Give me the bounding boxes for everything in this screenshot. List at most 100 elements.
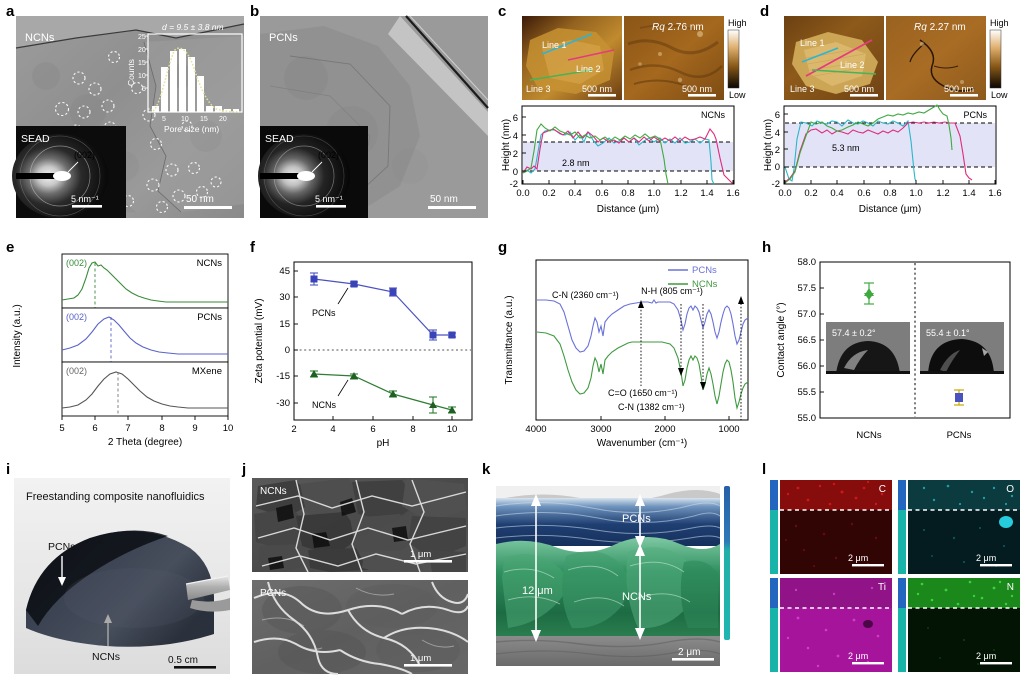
ftir-trace-ncns bbox=[536, 331, 749, 411]
svg-text:15: 15 bbox=[138, 60, 146, 67]
panel-c-ylabel: Height (nm) bbox=[501, 119, 512, 171]
svg-text:1.6: 1.6 bbox=[726, 188, 739, 199]
panel-h-contact-angle-chart: 57.4 ± 0.2° 55.4 ± 0.1° bbox=[776, 257, 1011, 441]
eds-map-ti: Ti 2 μm bbox=[770, 578, 892, 672]
xrd-plane-ncns: (002) bbox=[66, 258, 87, 268]
panel-c-xlabel: Distance (μm) bbox=[597, 204, 659, 215]
histogram-ylabel: Counts bbox=[126, 59, 136, 86]
xrd-plane-mxene: (002) bbox=[66, 366, 87, 376]
svg-text:6: 6 bbox=[370, 424, 375, 435]
svg-text:4: 4 bbox=[775, 128, 780, 139]
svg-text:0: 0 bbox=[285, 345, 290, 356]
ftir-ann-cn2360: C-N (2360 cm⁻¹) bbox=[552, 290, 619, 300]
panel-d: Line 1 Line 2 Line 3 500 nm Rq 2.27 nm 5… bbox=[762, 14, 1020, 220]
contact-angle-photo-ncns: 57.4 ± 0.2° bbox=[826, 322, 910, 374]
panel-h-ylabel: Contact angle (°) bbox=[776, 302, 787, 377]
panel-k-cross-section: 12 μm PCNs NCNs 2 μm bbox=[488, 478, 736, 674]
ftir-trace-pcns bbox=[537, 299, 749, 353]
svg-text:5: 5 bbox=[142, 86, 146, 93]
panel-j-scalebar-top: 1 μm bbox=[410, 549, 431, 560]
panel-f: PCNs NCNs 45 30 15 0 -15 -30 2 4 6 8 10 bbox=[250, 248, 490, 449]
svg-text:0.4: 0.4 bbox=[568, 188, 581, 199]
eds-side-bar-c-bottom bbox=[770, 510, 778, 574]
panel-label-k: k bbox=[482, 461, 491, 478]
height-profile-plot-d: -2 0 2 4 6 0.0 0.2 0.4 0.6 0.8 1.0 bbox=[763, 104, 1002, 215]
svg-text:2: 2 bbox=[291, 424, 296, 435]
svg-text:10: 10 bbox=[223, 423, 234, 434]
svg-text:0.6: 0.6 bbox=[857, 188, 870, 199]
panel-f-xlabel: pH bbox=[377, 438, 390, 449]
panel-d-sample-label: PCNs bbox=[963, 110, 987, 120]
panel-e-xrd-chart: (002) NCNs (002) PCNs (002) MXene bbox=[12, 253, 234, 448]
line2-marker-c bbox=[567, 49, 615, 61]
svg-text:15: 15 bbox=[279, 319, 290, 330]
panel-a-sample-label: NCNs bbox=[25, 32, 55, 44]
panel-d-ylabel: Height (nm) bbox=[763, 119, 774, 171]
panel-g-ylabel: Transmittance (a.u.) bbox=[504, 295, 515, 384]
svg-text:4: 4 bbox=[513, 131, 518, 142]
ftir-ann-nh805: N-H (805 cm⁻¹) bbox=[641, 286, 703, 296]
profile-line3-d bbox=[784, 104, 953, 184]
eds-side-bar-n-top bbox=[898, 578, 906, 608]
ftir-legend-pcns: PCNs bbox=[692, 265, 717, 276]
contact-angle-point-ncns bbox=[864, 282, 874, 305]
panel-k-thickness: 12 μm bbox=[522, 585, 553, 597]
panel-g: PCNs NCNs C-N (2360 cm⁻¹) C=O (1650 cm⁻¹… bbox=[500, 248, 756, 449]
svg-text:1.0: 1.0 bbox=[909, 188, 922, 199]
panel-j: NCNs 1 μm bbox=[252, 478, 469, 675]
svg-text:45: 45 bbox=[279, 266, 290, 277]
panel-i-photo: Freestanding composite nanofluidics PCNs… bbox=[14, 478, 230, 674]
panel-label-a: a bbox=[6, 3, 15, 20]
panel-k-label-pcns: PCNs bbox=[622, 513, 651, 525]
panel-h-cat-ncns: NCNs bbox=[856, 430, 882, 441]
afm-height-image-d: Line 1 Line 2 Line 3 500 nm bbox=[784, 16, 884, 100]
eds-map-c: C 2 μm bbox=[770, 480, 892, 574]
afm-phase-image-c: Rq 2.76 nm 500 nm bbox=[624, 16, 724, 100]
panel-i-label-pcns: PCNs bbox=[48, 541, 75, 553]
svg-text:55.5: 55.5 bbox=[798, 387, 817, 398]
saed-scalebar-label-b: 5 nm⁻¹ bbox=[315, 194, 343, 204]
panel-k-scalebar-label: 2 μm bbox=[678, 647, 700, 658]
svg-text:0.6: 0.6 bbox=[595, 188, 608, 199]
eds-element-o: O bbox=[1006, 484, 1014, 495]
afm-height-image-c: Line 1 Line 2 Line 3 500 nm bbox=[522, 16, 622, 100]
eds-element-n: N bbox=[1007, 582, 1014, 593]
svg-text:1.4: 1.4 bbox=[962, 188, 975, 199]
svg-text:56.0: 56.0 bbox=[798, 361, 817, 372]
panel-c: Line 1 Line 2 Line 3 500 nm bbox=[500, 14, 758, 220]
panel-label-b: b bbox=[250, 3, 260, 20]
panel-i-label-ncns: NCNs bbox=[92, 651, 120, 663]
panel-l: C 2 μm bbox=[768, 478, 1020, 674]
svg-text:0.2: 0.2 bbox=[804, 188, 817, 199]
saed-inset-b: (002) SEAD 5 nm⁻¹ bbox=[258, 126, 368, 218]
svg-text:6: 6 bbox=[775, 110, 780, 121]
xrd-name-ncns: NCNs bbox=[197, 258, 223, 269]
line3-label-d: Line 3 bbox=[790, 84, 815, 94]
panel-l-eds-maps: C 2 μm bbox=[770, 480, 1020, 672]
line1-label-c: Line 1 bbox=[542, 40, 567, 50]
panel-label-h: h bbox=[762, 239, 772, 256]
panel-f-label-ncns: NCNs bbox=[312, 400, 336, 410]
svg-text:1.6: 1.6 bbox=[988, 188, 1001, 199]
xrd-trace-ncns bbox=[61, 261, 228, 303]
eds-side-bar-ti-top bbox=[770, 578, 778, 608]
svg-text:2: 2 bbox=[513, 149, 518, 160]
profile-line3-c bbox=[522, 123, 669, 185]
panel-f-ylabel: Zeta potential (mV) bbox=[254, 298, 265, 383]
eds-scalebar-ti: 2 μm bbox=[848, 651, 868, 661]
ftir-ann-cn1382: C-N (1382 cm⁻¹) bbox=[618, 402, 685, 412]
panel-k-annotations: 12 μm PCNs NCNs bbox=[522, 494, 652, 642]
panel-i-scalebar-label: 0.5 cm bbox=[168, 655, 198, 666]
panel-g-xlabel: Wavenumber (cm⁻¹) bbox=[597, 438, 687, 449]
svg-text:1.4: 1.4 bbox=[700, 188, 713, 199]
line1-marker-d bbox=[801, 47, 839, 63]
svg-text:2000: 2000 bbox=[654, 424, 675, 435]
panel-e-xlabel: 2 Theta (degree) bbox=[108, 437, 182, 448]
saed-title-b: SEAD bbox=[265, 133, 294, 145]
sem-image-pcns: PCNs 1 μm bbox=[252, 580, 469, 675]
svg-text:57.5: 57.5 bbox=[798, 283, 817, 294]
scalebar-label-left-c: 500 nm bbox=[582, 84, 612, 94]
svg-text:7: 7 bbox=[125, 423, 130, 434]
colorbar-d: High Low bbox=[989, 18, 1009, 100]
